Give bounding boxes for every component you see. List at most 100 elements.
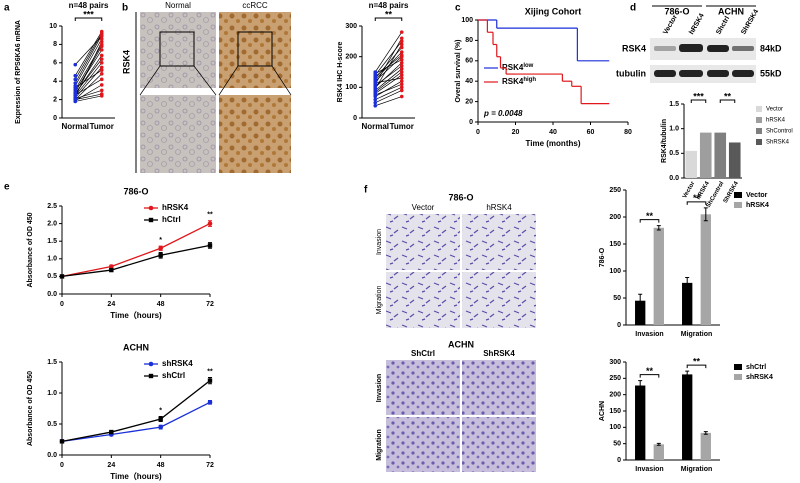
bar (653, 444, 664, 460)
point (207, 243, 213, 248)
point (207, 221, 213, 226)
y-tick-label: 50 (613, 441, 621, 448)
y-tick-label: 50 (613, 295, 621, 302)
error-bar (703, 207, 708, 222)
bar (728, 142, 741, 178)
transwell-image (386, 272, 460, 328)
point (99, 61, 104, 65)
pair-line (75, 90, 102, 100)
x-tick-label: 72 (206, 301, 214, 308)
pair-line (75, 93, 102, 100)
point (158, 416, 163, 422)
y-axis-label: ACHN (599, 401, 606, 421)
pair-line (74, 31, 103, 76)
ihc-image (140, 12, 216, 88)
pair-line (375, 83, 402, 96)
error-bar (703, 431, 708, 435)
pair-line (375, 80, 402, 97)
pair-line (375, 87, 402, 100)
y-tick-label: 0.0 (669, 175, 679, 182)
point (99, 57, 104, 61)
pair-line (375, 62, 402, 88)
point (109, 267, 114, 273)
point (373, 100, 378, 105)
point (73, 91, 78, 95)
bar (682, 282, 693, 325)
bar (714, 132, 727, 178)
y-tick-label: 1.0 (47, 256, 57, 263)
legend-label: Vector (746, 192, 768, 199)
point (399, 61, 404, 65)
x-tick-label: 48 (157, 462, 165, 469)
point (399, 79, 404, 83)
point (73, 73, 78, 78)
legend-name: RSK4 (502, 63, 524, 72)
y-tick-label: 150 (609, 241, 621, 248)
point (373, 93, 378, 97)
zoom-box (159, 31, 195, 67)
legend-label: ShRSK4 (766, 140, 790, 146)
panel-label: c (455, 3, 461, 14)
legend-swatch (734, 364, 742, 370)
bar (635, 300, 646, 325)
bar (682, 374, 693, 460)
y-tick-label: 0 (53, 115, 57, 122)
point (373, 80, 378, 85)
legend-sup: high (523, 77, 536, 83)
transwell-image (462, 417, 536, 472)
point (373, 74, 378, 79)
column-label: Normal (165, 1, 191, 10)
column-label: Vector (412, 203, 435, 212)
y-tick-label: 100 (345, 84, 357, 91)
y-axis-label: 786-O (599, 247, 606, 267)
significance-bracket (719, 99, 736, 103)
legend-swatch (734, 374, 742, 380)
x-tick-label: Normal (361, 122, 389, 131)
x-tick-label: 40 (549, 129, 557, 136)
significance-bracket (374, 17, 403, 21)
point (399, 73, 404, 77)
y-axis-label: RSK4 IHC H-score (337, 42, 344, 103)
size-label: 55kD (760, 68, 782, 78)
x-tick-label: 80 (624, 129, 632, 136)
legend-marker (148, 361, 154, 367)
point (207, 378, 213, 383)
legend-swatch (756, 139, 762, 145)
point (399, 94, 404, 99)
y-tick-label: 20 (465, 98, 473, 105)
significance: * (159, 407, 162, 414)
bar (635, 385, 646, 460)
point (399, 85, 404, 90)
y-tick-label: 200 (609, 214, 621, 221)
y-tick-label: 200 (609, 392, 621, 399)
bar (653, 227, 664, 325)
y-tick-label: 1.5 (47, 238, 57, 245)
chart-title: Xijing Cohort (525, 6, 582, 16)
pair-line (375, 54, 402, 77)
legend-label: hCtrl (162, 215, 181, 224)
point (373, 84, 378, 88)
axis (477, 20, 628, 123)
y-tick-label: 8 (53, 41, 57, 48)
column-label: ShCtrl (411, 349, 435, 358)
point (73, 62, 78, 67)
legend-swatch (756, 117, 762, 123)
y-tick-label: 300 (609, 359, 621, 366)
point (373, 90, 378, 94)
transwell-image (386, 417, 460, 472)
y-tick-label: 80 (465, 37, 473, 44)
point (73, 77, 78, 82)
x-axis-label: Time（hours) (110, 310, 162, 320)
panel-label: e (4, 182, 10, 193)
point (73, 81, 78, 85)
y-tick-label: 60 (465, 58, 473, 65)
y-tick-label: 0.0 (47, 452, 57, 459)
pair-line (375, 68, 402, 91)
row-label: Migration (376, 429, 383, 461)
significance-bracket (639, 219, 660, 223)
y-tick-label: 250 (609, 187, 621, 194)
row-label: Invasion (376, 374, 383, 402)
point (99, 33, 104, 37)
point (99, 29, 104, 34)
